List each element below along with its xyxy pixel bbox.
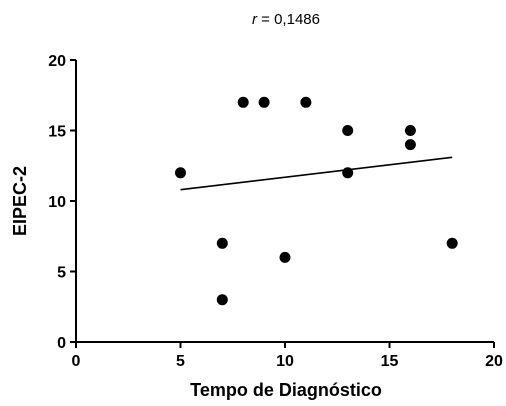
data-point <box>258 96 270 108</box>
chart-title: r = 0,1486 <box>252 11 320 28</box>
data-point <box>404 139 416 151</box>
title-value: = 0,1486 <box>257 11 320 28</box>
x-axis-label: Tempo de Diagnóstico <box>190 380 382 400</box>
data-point <box>300 96 312 108</box>
y-tick-label: 10 <box>48 194 66 211</box>
regression-line <box>180 156 453 191</box>
x-tick-label: 20 <box>485 353 503 370</box>
x-tick-label: 0 <box>72 353 81 370</box>
y-axis-label: EIPEC-2 <box>10 166 30 236</box>
ticks: 0 5 10 15 20 0 5 10 15 20 <box>48 53 503 370</box>
y-tick-label: 5 <box>57 265 66 282</box>
data-point <box>279 251 291 263</box>
x-tick-label: 5 <box>176 353 185 370</box>
regression-layer <box>180 156 453 191</box>
data-point <box>446 237 458 249</box>
x-tick-label: 15 <box>381 353 399 370</box>
data-point <box>216 294 228 306</box>
x-tick-label: 10 <box>276 353 294 370</box>
data-point <box>216 237 228 249</box>
y-tick-label: 20 <box>48 53 66 70</box>
data-point <box>342 167 354 179</box>
title-variable: r <box>252 11 258 28</box>
data-point <box>237 96 249 108</box>
data-points <box>175 96 458 306</box>
axes <box>75 60 494 343</box>
y-tick-label: 15 <box>48 124 66 141</box>
y-tick-label: 0 <box>57 335 66 352</box>
data-point <box>342 125 354 136</box>
data-point <box>175 167 186 179</box>
data-point <box>404 125 416 136</box>
